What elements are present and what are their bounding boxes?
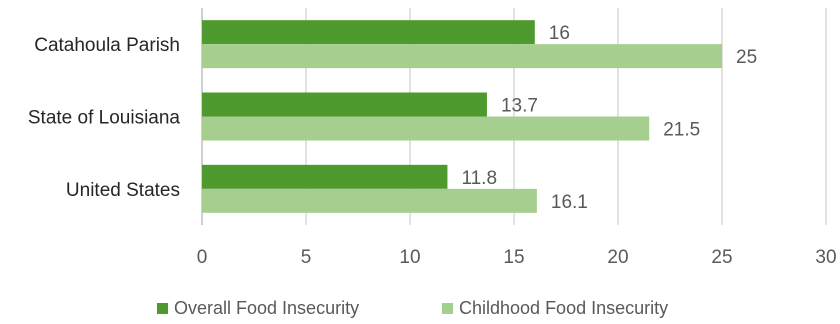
x-tick-label: 10 bbox=[399, 247, 420, 268]
bar-united-states-childhood-food-insecurity bbox=[202, 188, 537, 213]
data-label-state-of-louisiana-overall-food-insecurity: 13.7 bbox=[501, 96, 538, 117]
legend-label-childhood: Childhood Food Insecurity bbox=[459, 298, 669, 318]
data-label-united-states-childhood-food-insecurity: 16.1 bbox=[551, 192, 588, 213]
legend: Overall Food Insecurity Childhood Food I… bbox=[0, 298, 840, 322]
legend-swatch-childhood bbox=[442, 303, 453, 314]
data-label-catahoula-parish-childhood-food-insecurity: 25 bbox=[736, 47, 757, 68]
legend-label-overall: Overall Food Insecurity bbox=[174, 298, 360, 318]
legend-item-overall: Overall Food Insecurity bbox=[157, 298, 359, 319]
x-tick-label: 5 bbox=[301, 247, 312, 268]
data-label-united-states-overall-food-insecurity: 11.8 bbox=[461, 168, 497, 189]
legend-item-childhood: Childhood Food Insecurity bbox=[442, 298, 668, 319]
bar-catahoula-parish-overall-food-insecurity bbox=[202, 20, 535, 45]
category-labels: Catahoula Parish State of Louisiana United… bbox=[28, 35, 181, 201]
bar-state-of-louisiana-overall-food-insecurity bbox=[202, 92, 487, 117]
bars bbox=[202, 20, 722, 213]
bar-chart: 16 25 13.7 21.5 11.8 16.1 Catahoula Parish Sta… bbox=[28, 8, 837, 268]
bar-united-states-overall-food-insecurity bbox=[202, 164, 448, 189]
bar-catahoula-parish-childhood-food-insecurity bbox=[202, 44, 722, 69]
x-tick-label: 25 bbox=[711, 247, 732, 268]
x-tick-label: 20 bbox=[607, 247, 628, 268]
category-label-catahoula-parish: Catahoula Parish bbox=[34, 35, 180, 56]
data-label-state-of-louisiana-childhood-food-insecurity: 21.5 bbox=[663, 120, 700, 141]
bar-state-of-louisiana-childhood-food-insecurity bbox=[202, 116, 650, 141]
x-tick-label: 0 bbox=[197, 247, 208, 268]
x-tick-label: 15 bbox=[503, 247, 524, 268]
category-label-state-of-louisiana: State of Louisiana bbox=[28, 108, 181, 129]
data-labels: 16 25 13.7 21.5 11.8 16.1 bbox=[461, 23, 757, 213]
x-tick-labels: 0 5 10 15 20 25 30 bbox=[197, 247, 837, 268]
data-label-catahoula-parish-overall-food-insecurity: 16 bbox=[549, 23, 570, 44]
x-tick-label: 30 bbox=[815, 247, 836, 268]
legend-swatch-overall bbox=[157, 303, 168, 314]
category-label-united-states: United States bbox=[66, 180, 180, 201]
